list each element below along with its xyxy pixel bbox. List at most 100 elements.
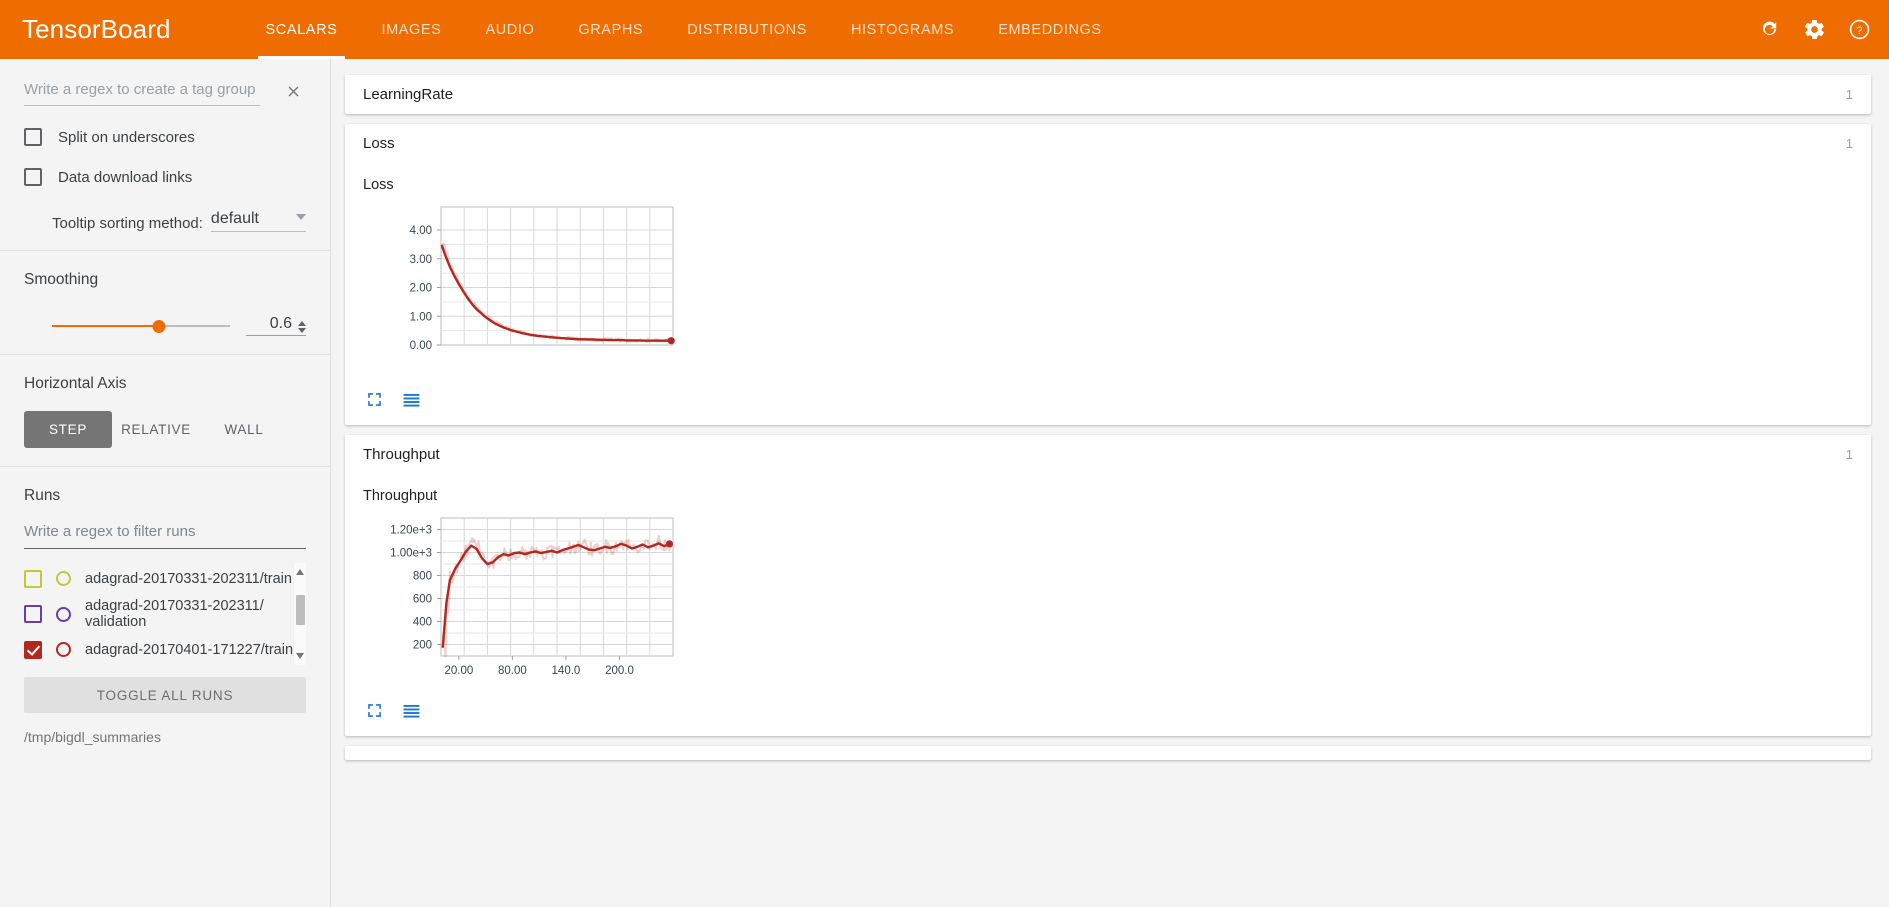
svg-text:?: ? [1856, 25, 1862, 37]
card-title-throughput: Throughput [363, 446, 440, 463]
tab-embeddings[interactable]: EMBEDDINGS [976, 0, 1124, 59]
split-underscores-checkbox[interactable] [24, 128, 42, 146]
help-icon[interactable]: ? [1848, 18, 1871, 41]
chart-throughput[interactable]: 1.20e+3 1.00e+3 800 600 400 200 20.00 80.00 140.… [363, 510, 1853, 695]
run-item-2[interactable]: adagrad-20170401-171227/train [24, 634, 306, 665]
axis-option-wall[interactable]: WALL [224, 422, 264, 437]
refresh-icon[interactable] [1758, 18, 1781, 41]
runs-scrollbar[interactable] [293, 563, 306, 665]
svg-text:1.00e+3: 1.00e+3 [390, 548, 432, 560]
left-sidebar: Split on underscores Data download links… [0, 59, 331, 907]
axis-option-step[interactable]: STEP [24, 411, 112, 448]
tab-distributions-label: DISTRIBUTIONS [687, 21, 807, 38]
expand-icon[interactable] [365, 390, 384, 409]
chart-loss[interactable]: 4.00 3.00 2.00 1.00 0.00 [363, 199, 1853, 384]
runs-list: adagrad-20170331-202311/train adagrad-20… [24, 563, 306, 665]
card-body-loss: Loss 4.00 3.00 2.00 1.00 0.00 [345, 163, 1871, 425]
data-download-links-row[interactable]: Data download links [24, 168, 306, 186]
card-title-loss: Loss [363, 135, 395, 152]
data-download-links-checkbox[interactable] [24, 168, 42, 186]
tooltip-sort-row: Tooltip sorting method: default [24, 210, 306, 232]
card-header-learningrate[interactable]: LearningRate 1 [345, 75, 1871, 114]
toggle-all-runs-button[interactable]: TOGGLE ALL RUNS [24, 677, 306, 713]
split-underscores-row[interactable]: Split on underscores [24, 128, 306, 146]
card-count-loss: 1 [1845, 136, 1853, 151]
run-item-1[interactable]: adagrad-20170331-202311/validation [24, 594, 306, 634]
smoothing-section: Smoothing 0.6 [0, 251, 330, 355]
top-bar-actions: ? [1758, 0, 1871, 59]
data-series-icon[interactable] [402, 701, 421, 720]
chart-title-throughput: Throughput [363, 488, 438, 504]
smoothing-slider[interactable] [52, 317, 230, 335]
tab-audio[interactable]: AUDIO [463, 0, 556, 59]
card-next-partial [345, 746, 1871, 760]
run-color-circle-1 [56, 606, 71, 622]
run-item-0[interactable]: adagrad-20170331-202311/train [24, 563, 306, 594]
clear-regex-button[interactable] [280, 78, 306, 104]
card-body-throughput: Throughput 1.20e+3 1.00e+3 800 600 400 200 20.… [345, 474, 1871, 736]
tooltip-sort-value: default [210, 210, 259, 227]
scroll-down-icon[interactable] [296, 653, 304, 659]
smoothing-stepper[interactable] [298, 321, 306, 333]
tab-distributions[interactable]: DISTRIBUTIONS [665, 0, 829, 59]
tag-regex-row [24, 79, 306, 106]
runs-filter-input[interactable] [24, 521, 306, 549]
stepper-down-icon[interactable] [298, 328, 306, 333]
data-series-icon[interactable] [402, 390, 421, 409]
scrollbar-thumb[interactable] [296, 595, 305, 625]
tab-scalars-label: SCALARS [265, 21, 338, 38]
run-name-1: adagrad-20170331-202311/validation [85, 598, 264, 630]
card-count-learningrate: 1 [1845, 87, 1853, 102]
run-checkbox-1[interactable] [24, 605, 42, 623]
gear-icon[interactable] [1803, 18, 1826, 41]
svg-text:2.00: 2.00 [410, 283, 432, 295]
tab-scalars[interactable]: SCALARS [244, 0, 360, 59]
smoothing-label: Smoothing [24, 271, 99, 288]
tab-embeddings-label: EMBEDDINGS [998, 21, 1102, 38]
svg-text:400: 400 [413, 617, 432, 629]
card-loss: Loss 1 Loss 4.00 3.00 2.00 1.00 0.00 [345, 124, 1871, 425]
slider-knob[interactable] [152, 319, 166, 333]
run-name-0: adagrad-20170331-202311/train [85, 570, 292, 587]
card-header-throughput[interactable]: Throughput 1 [345, 435, 1871, 474]
svg-text:0.00: 0.00 [410, 340, 432, 352]
tooltip-sort-select[interactable]: default [210, 210, 306, 232]
main-content: LearningRate 1 Loss 1 Loss 4.00 3.00 2.00 1… [331, 59, 1889, 907]
runs-section: Runs adagrad-20170331-202311/train adagr… [0, 467, 330, 763]
tab-graphs[interactable]: GRAPHS [556, 0, 665, 59]
expand-icon[interactable] [365, 701, 384, 720]
svg-text:20.00: 20.00 [444, 665, 473, 677]
split-underscores-label: Split on underscores [58, 128, 195, 146]
run-checkbox-2[interactable] [24, 640, 42, 659]
chart-toolbar-loss [363, 384, 1853, 419]
card-throughput: Throughput 1 Throughput 1.20e+3 1.00e+3 80… [345, 435, 1871, 736]
svg-text:1.00: 1.00 [410, 311, 432, 323]
svg-text:600: 600 [413, 594, 432, 606]
main-nav-tabs: SCALARS IMAGES AUDIO GRAPHS DISTRIBUTION… [244, 0, 1124, 59]
horizontal-axis-label: Horizontal Axis [24, 375, 127, 392]
top-app-bar: TensorBoard SCALARS IMAGES AUDIO GRAPHS … [0, 0, 1889, 59]
svg-text:80.00: 80.00 [498, 665, 527, 677]
tab-histograms[interactable]: HISTOGRAMS [829, 0, 976, 59]
stepper-up-icon[interactable] [298, 321, 306, 326]
run-name-2: adagrad-20170401-171227/train [85, 641, 294, 658]
svg-text:200.0: 200.0 [605, 665, 634, 677]
svg-text:1.20e+3: 1.20e+3 [390, 525, 432, 537]
axis-option-relative[interactable]: RELATIVE [121, 422, 191, 437]
slider-fill [52, 324, 159, 327]
tooltip-sort-label: Tooltip sorting method: [52, 215, 203, 232]
chevron-down-icon [296, 214, 306, 220]
chart-toolbar-throughput [363, 695, 1853, 730]
tag-regex-input[interactable] [24, 79, 260, 106]
card-header-loss[interactable]: Loss 1 [345, 124, 1871, 163]
run-color-circle-2 [56, 642, 71, 657]
svg-text:3.00: 3.00 [410, 254, 432, 266]
run-checkbox-0[interactable] [24, 569, 42, 588]
card-count-throughput: 1 [1845, 447, 1853, 462]
tab-images[interactable]: IMAGES [359, 0, 463, 59]
svg-text:4.00: 4.00 [410, 225, 432, 237]
card-learningrate: LearningRate 1 [345, 75, 1871, 114]
scroll-up-icon[interactable] [296, 569, 304, 575]
smoothing-value-field[interactable]: 0.6 [246, 315, 306, 336]
tab-audio-label: AUDIO [485, 21, 535, 38]
